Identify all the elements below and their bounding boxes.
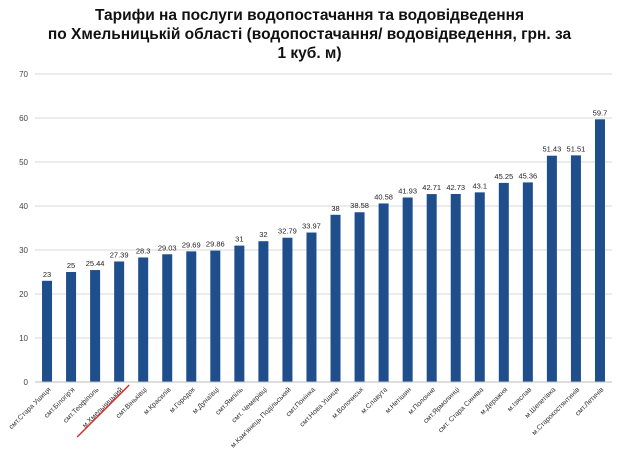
bar: [378, 203, 389, 382]
data-label: 29.69: [182, 240, 201, 249]
data-label: 42.73: [446, 183, 465, 192]
bar: [474, 192, 485, 382]
y-tick-label: 70: [19, 70, 28, 79]
bar: [42, 280, 53, 382]
bar: [258, 241, 269, 382]
bar: [114, 261, 125, 382]
x-tick-label: смт. Стара Синява: [437, 386, 485, 434]
bar: [234, 245, 245, 382]
y-tick-label: 60: [19, 114, 28, 123]
chart-title: Тарифи на послуги водопостачання та водо…: [0, 6, 619, 63]
y-tick-label: 50: [19, 158, 28, 167]
data-label: 28.3: [136, 246, 151, 255]
bar: [594, 119, 605, 382]
title-line: по Хмельницькій області (водопостачання/…: [47, 26, 572, 43]
data-label: 38: [331, 204, 339, 213]
bar: [402, 197, 413, 382]
data-label: 40.58: [374, 192, 393, 201]
bar: [186, 251, 197, 382]
y-tick-label: 40: [19, 202, 28, 211]
x-tick-label: смт.Стара Ушиця: [8, 386, 53, 431]
data-label: 51.43: [543, 145, 562, 154]
bar: [330, 214, 341, 382]
data-label: 45.25: [494, 172, 513, 181]
data-label: 43.1: [472, 181, 487, 190]
title-line: 1 куб. м): [277, 45, 342, 62]
data-label: 29.03: [158, 243, 177, 252]
data-label: 31: [235, 235, 243, 244]
bar: [210, 250, 221, 382]
data-label: 38.58: [350, 201, 369, 210]
data-label: 42.71: [422, 183, 441, 192]
bar: [546, 155, 557, 382]
y-tick-label: 30: [19, 246, 28, 255]
bar: [162, 254, 173, 382]
y-tick-label: 10: [19, 334, 28, 343]
bar: [426, 194, 437, 382]
bar: [66, 272, 77, 382]
data-label: 51.51: [567, 144, 586, 153]
bar: [282, 237, 293, 382]
data-label: 25.44: [86, 259, 105, 268]
data-label: 33.97: [302, 222, 321, 231]
data-label: 32.79: [278, 227, 297, 236]
data-label: 23: [43, 270, 51, 279]
data-label: 25: [67, 261, 75, 270]
x-tick-label: м.Старокостянтинів: [530, 386, 581, 437]
bar: [450, 193, 461, 382]
bar: [138, 257, 149, 382]
x-tick-label: м.Хмельницький: [81, 386, 125, 430]
bar: [498, 182, 509, 382]
y-tick-label: 0: [24, 378, 29, 387]
title-line: Тарифи на послуги водопостачання та водо…: [94, 7, 525, 24]
bar: [522, 182, 533, 382]
data-label: 41.93: [398, 187, 417, 196]
data-label: 45.36: [518, 171, 537, 180]
bar: [354, 212, 365, 382]
data-label: 32: [259, 230, 267, 239]
data-label: 27.39: [110, 250, 129, 259]
data-label: 29.86: [206, 240, 225, 249]
y-tick-label: 20: [19, 290, 28, 299]
highlight-underline: [76, 384, 130, 438]
bar: [90, 270, 101, 382]
bar: [306, 232, 317, 382]
data-label: 59.7: [593, 108, 608, 117]
bar: [570, 155, 581, 382]
